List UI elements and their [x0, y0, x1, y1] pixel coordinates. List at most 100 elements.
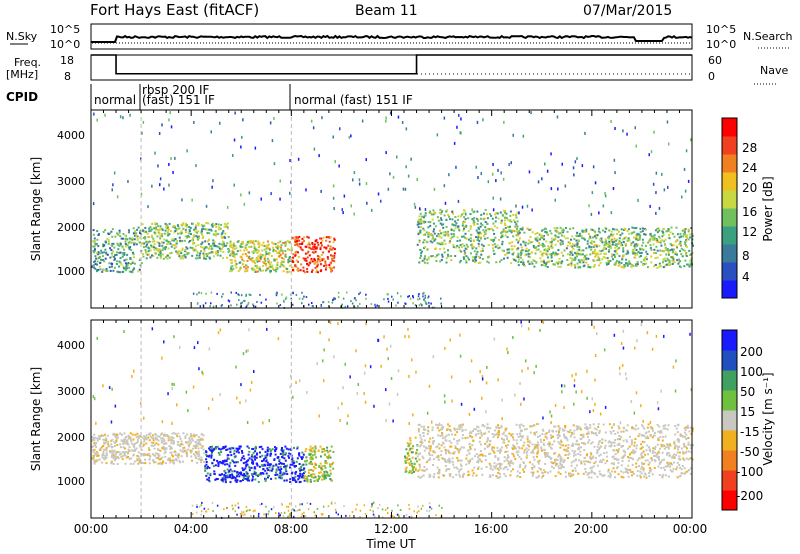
echo-cell	[125, 441, 128, 444]
echo-cell	[484, 221, 487, 223]
echo-cell	[592, 245, 595, 248]
echo-cell	[404, 468, 407, 471]
echo-cell	[181, 239, 184, 242]
echo-cell	[570, 250, 573, 253]
echo-cell	[660, 466, 663, 469]
echo-cell	[242, 478, 245, 480]
echo-cell	[196, 444, 199, 447]
echo-cell	[109, 232, 112, 235]
echo-cell	[621, 456, 624, 459]
echo-cell	[310, 456, 313, 459]
echo-cell	[264, 254, 267, 257]
echo-cell	[252, 447, 255, 450]
echo-cell	[291, 463, 294, 466]
echo-cell	[574, 243, 577, 246]
echo-cell	[266, 452, 269, 455]
echo-cell	[231, 261, 234, 264]
noise-panel: N.Sky 10^5 10^0 10^5 10^0 N.Search	[6, 23, 793, 51]
echo-cell	[487, 256, 490, 259]
echo-cell	[666, 452, 669, 455]
echo-cell	[307, 474, 310, 477]
echo-cell	[279, 179, 281, 183]
echo-cell	[263, 262, 266, 265]
echo-cell	[205, 252, 208, 255]
echo-cell	[495, 216, 497, 219]
echo-cell	[499, 197, 502, 201]
echo-cell	[377, 192, 380, 196]
echo-cell	[266, 464, 269, 467]
echo-cell	[121, 271, 124, 273]
echo-cell	[460, 246, 463, 249]
echo-cell	[193, 228, 196, 231]
echo-cell	[269, 450, 272, 453]
echo-cell	[136, 432, 139, 435]
echo-cell	[518, 239, 520, 242]
echo-cell	[456, 448, 459, 450]
echo-cell	[655, 211, 657, 215]
echo-cell	[128, 437, 131, 440]
echo-cell	[234, 245, 237, 247]
echo-cell	[654, 229, 657, 232]
echo-cell	[196, 302, 199, 305]
echo-cell	[508, 226, 511, 229]
echo-cell	[166, 243, 169, 245]
echo-cell	[142, 253, 144, 255]
echo-cell	[541, 242, 544, 245]
echo-cell	[423, 257, 426, 260]
echo-cell	[164, 442, 167, 445]
echo-cell	[212, 465, 215, 468]
echo-cell	[477, 236, 480, 239]
echo-cell	[180, 455, 183, 458]
echo-cell	[664, 244, 667, 247]
echo-cell	[660, 244, 663, 247]
echo-cell	[154, 247, 157, 250]
echo-cell	[319, 471, 322, 474]
echo-cell	[291, 237, 294, 240]
echo-cell	[628, 239, 631, 242]
echo-cell	[285, 470, 288, 473]
echo-cell	[304, 474, 306, 477]
echo-cell	[170, 436, 173, 439]
echo-cell	[233, 256, 236, 259]
echo-cell	[504, 226, 507, 229]
echo-cell	[666, 428, 669, 431]
power-colorbar-swatch	[722, 136, 737, 155]
echo-cell	[116, 251, 119, 254]
echo-cell	[221, 479, 224, 482]
echo-cell	[647, 463, 650, 466]
echo-cell	[292, 479, 294, 482]
echo-cell	[421, 469, 424, 472]
echo-cell	[499, 472, 501, 475]
beam-title: Beam 11	[355, 3, 418, 19]
echo-cell	[685, 457, 688, 460]
echo-cell	[206, 240, 209, 243]
echo-cell	[122, 267, 125, 270]
echo-cell	[236, 449, 239, 452]
echo-cell	[153, 248, 156, 251]
echo-cell	[161, 229, 164, 232]
echo-cell	[146, 453, 149, 456]
echo-cell	[164, 248, 167, 251]
echo-cell	[497, 476, 500, 479]
echo-cell	[581, 230, 584, 233]
echo-cell	[486, 444, 489, 447]
echo-cell	[208, 447, 211, 450]
echo-cell	[556, 227, 559, 230]
echo-cell	[611, 241, 614, 243]
echo-cell	[291, 266, 294, 269]
echo-cell	[492, 435, 495, 438]
echo-cell	[667, 185, 669, 189]
echo-cell	[221, 477, 224, 480]
echo-cell	[224, 232, 227, 235]
echo-cell	[417, 226, 420, 229]
echo-cell	[422, 295, 424, 298]
echo-cell	[246, 259, 249, 262]
echo-cell	[599, 453, 602, 456]
echo-cell	[270, 469, 273, 472]
echo-cell	[99, 261, 102, 264]
echo-cell	[479, 261, 482, 264]
echo-cell	[237, 461, 239, 464]
echo-cell	[224, 476, 227, 479]
echo-cell	[169, 242, 172, 245]
echo-cell	[578, 246, 581, 249]
